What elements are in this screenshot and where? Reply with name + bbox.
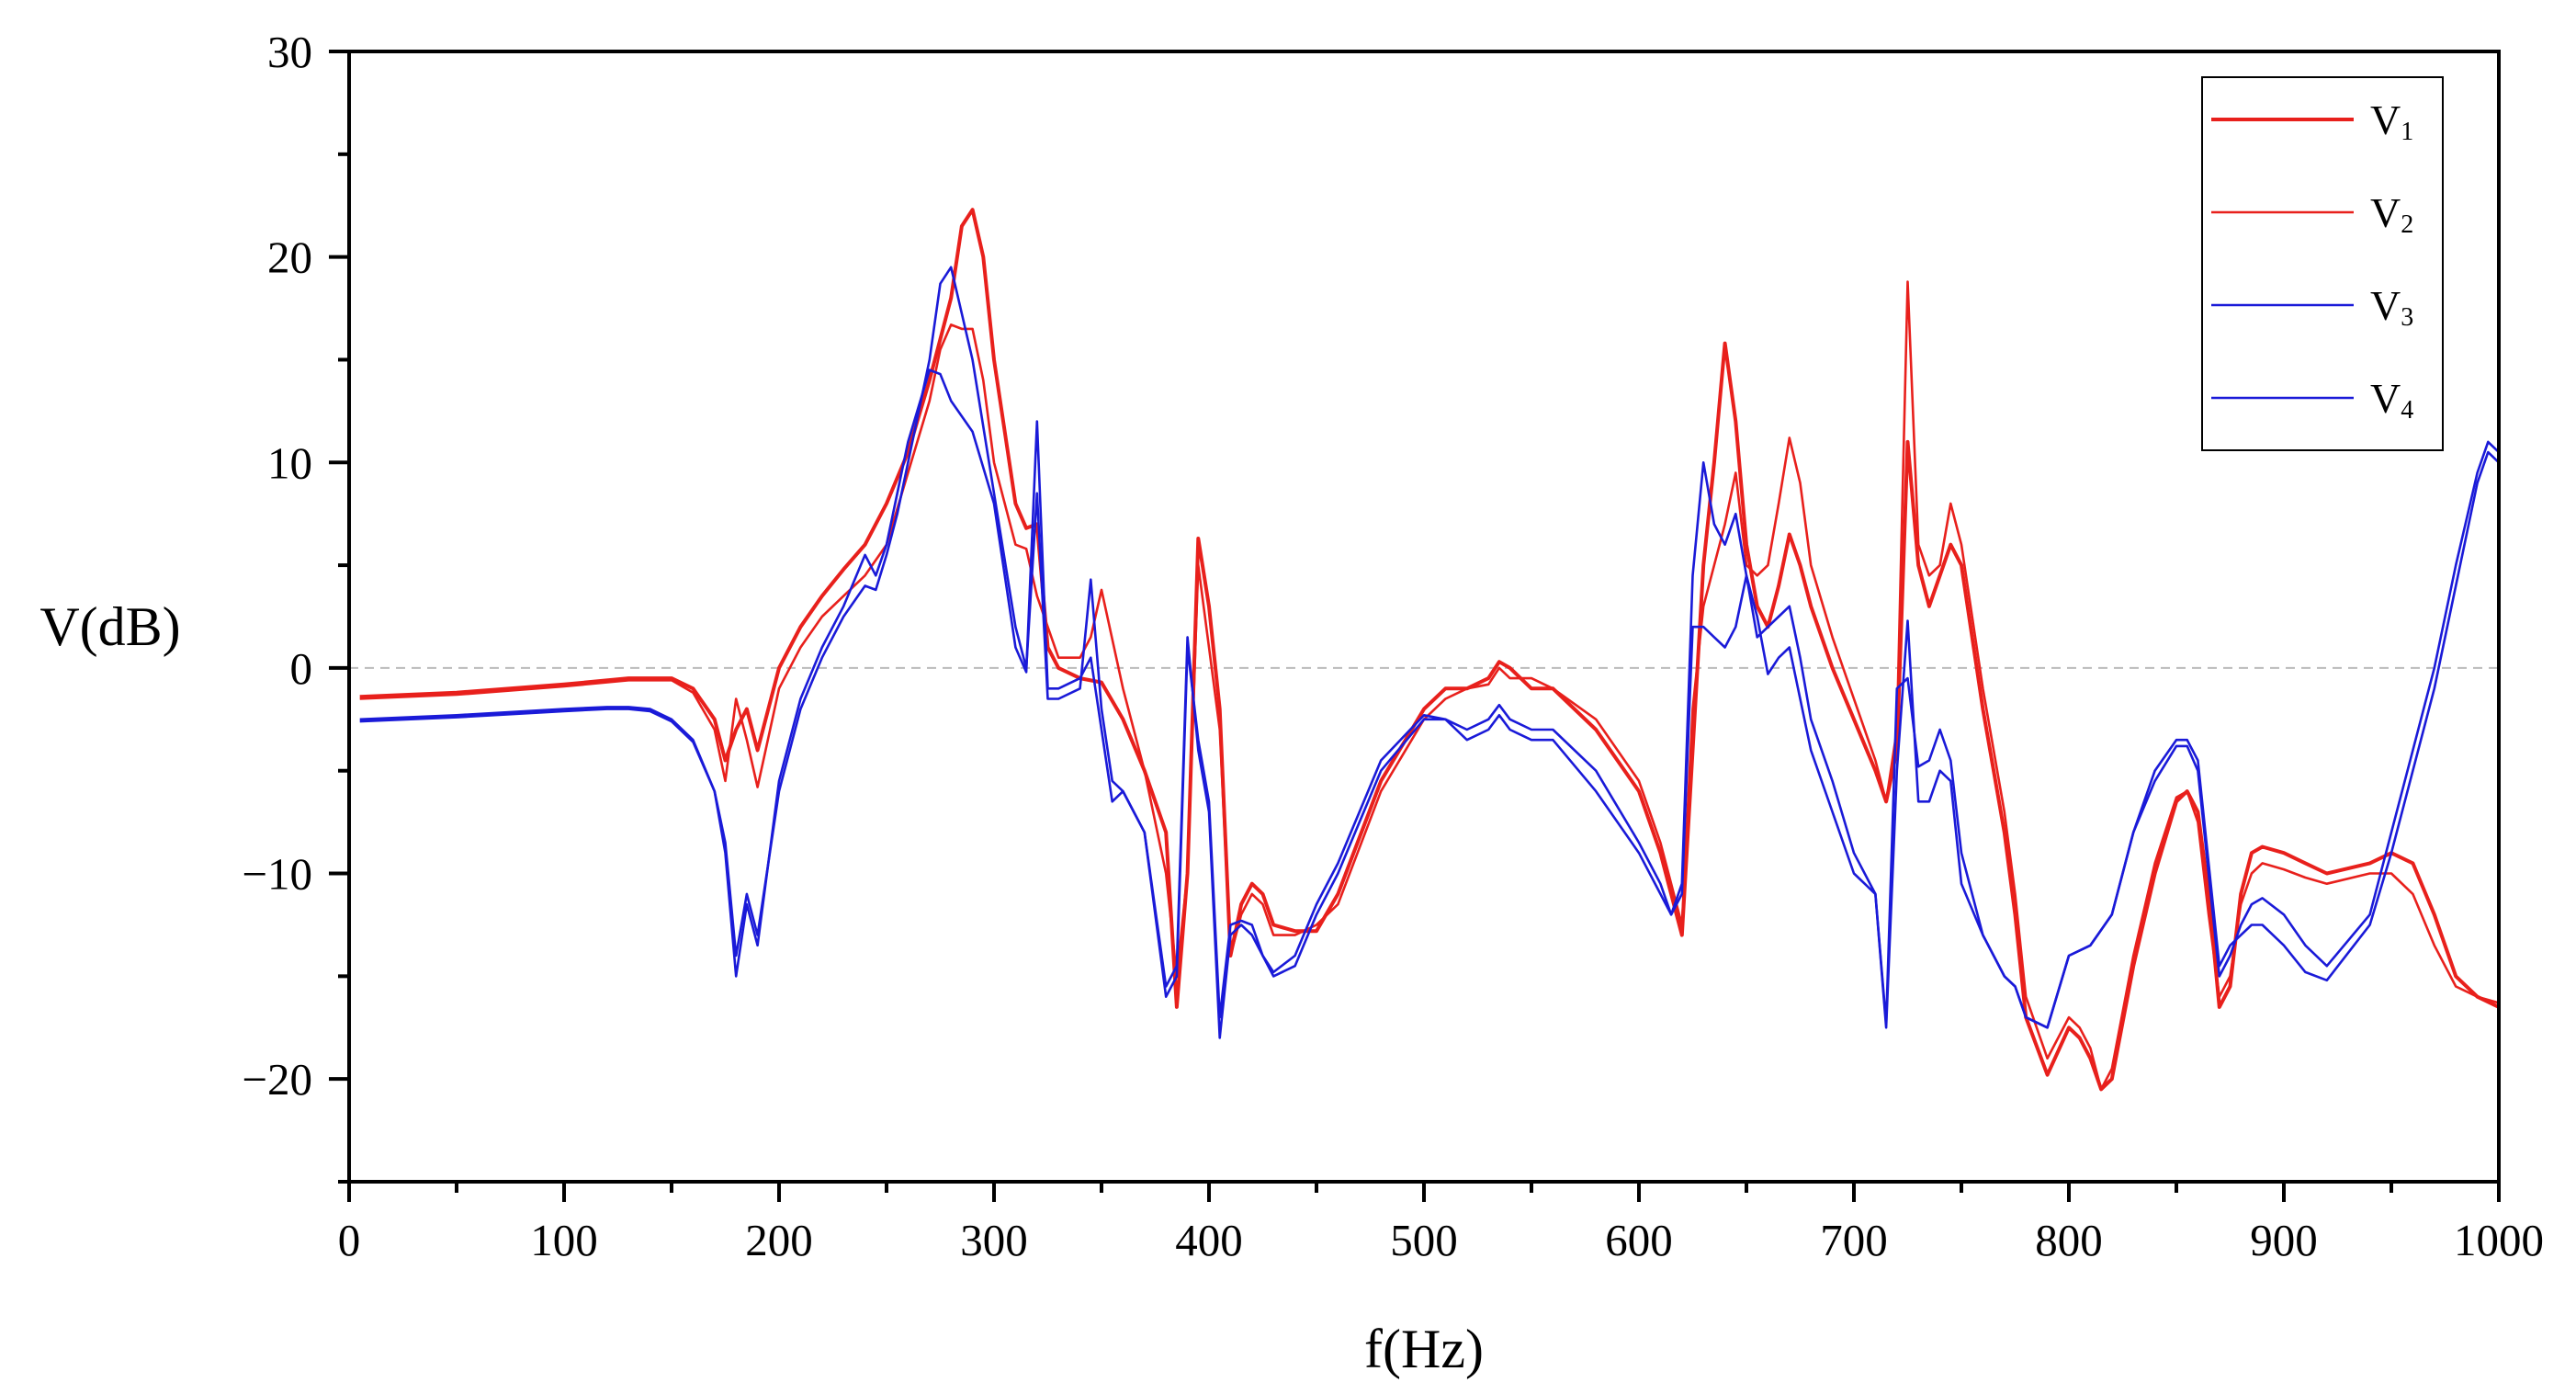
x-tick-label: 0: [338, 1215, 361, 1265]
y-tick-label: 10: [267, 437, 312, 488]
x-tick-label: 800: [2035, 1215, 2103, 1265]
series-line-v2: [359, 280, 2500, 1091]
x-axis-title: f(Hz): [1364, 1319, 1484, 1379]
x-tick-label: 100: [530, 1215, 598, 1265]
x-tick-label: 400: [1175, 1215, 1243, 1265]
tick-layer: 0 100 200 300 400 500 600 700 800 900 1000 −20 −10 0 1…: [242, 27, 2544, 1265]
x-tick-label: 900: [2250, 1215, 2318, 1265]
plot-frame: [347, 50, 2501, 1184]
legend-label-v2: V2: [2370, 189, 2413, 239]
x-tick-label: 700: [1820, 1215, 1888, 1265]
y-axis-title: V(dB): [40, 596, 180, 657]
series-line-v3: [359, 368, 2500, 1039]
y-tick-label: −10: [242, 849, 312, 900]
legend-box: [2201, 76, 2444, 451]
legend-label-v4: V4: [2370, 375, 2413, 425]
series-line-v4: [359, 266, 2500, 1029]
y-tick-label: 30: [267, 27, 312, 77]
y-tick-label: 0: [290, 643, 313, 694]
series-line-v1: [359, 208, 2500, 1092]
x-tick-label: 600: [1605, 1215, 1673, 1265]
x-tick-label: 1000: [2454, 1215, 2544, 1265]
y-tick-label: 20: [267, 232, 312, 283]
x-tick-label: 300: [960, 1215, 1028, 1265]
x-tick-label: 500: [1390, 1215, 1458, 1265]
series-layer: [359, 208, 2500, 1092]
x-tick-label: 200: [745, 1215, 813, 1265]
y-tick-label: −20: [242, 1054, 312, 1105]
legend-label-v1: V1: [2370, 96, 2413, 146]
